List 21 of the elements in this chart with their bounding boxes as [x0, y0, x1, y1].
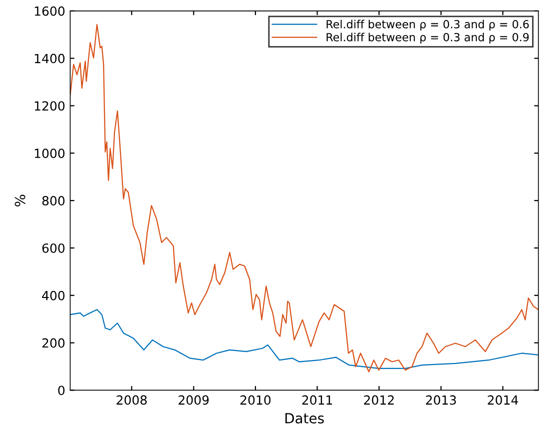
y-tick-label: 0 — [58, 386, 65, 396]
y-axis-title: % — [14, 194, 26, 206]
y-tick-label: 600 — [42, 243, 65, 253]
legend-label: Rel.diff between ρ = 0.3 and ρ = 0.9 — [326, 32, 529, 44]
legend-label: Rel.diff between ρ = 0.3 and ρ = 0.6 — [326, 20, 529, 31]
x-tick-label: 2014 — [488, 395, 518, 405]
y-tick-label: 1200 — [34, 101, 65, 111]
y-tick-label: 1400 — [34, 54, 65, 64]
x-tick-label: 2012 — [364, 395, 394, 405]
line-series — [70, 309, 538, 369]
y-tick-label: 800 — [42, 196, 65, 206]
x-tick-label: 2010 — [240, 395, 271, 405]
x-axis-title: Dates — [285, 413, 324, 424]
y-tick-label: 400 — [42, 290, 65, 300]
y-tick-label: 1000 — [34, 148, 65, 158]
y-tick-label: 1600 — [34, 6, 65, 16]
x-tick-label: 2009 — [178, 395, 209, 405]
x-tick-label: 2013 — [426, 395, 456, 405]
y-tick-label: 200 — [42, 338, 65, 348]
x-tick-label: 2011 — [302, 395, 332, 405]
x-tick-label: 2008 — [116, 395, 147, 405]
